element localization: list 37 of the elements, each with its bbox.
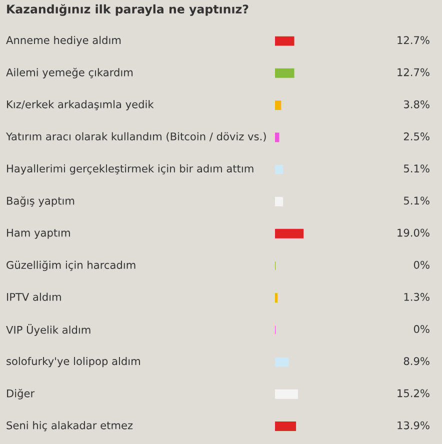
data-label: 2.5%: [404, 132, 430, 140]
bar: [275, 357, 289, 367]
data-label: 13.9%: [398, 421, 430, 430]
y-tick-label: Ham yaptım: [7, 228, 70, 239]
bar: [275, 228, 304, 238]
bar: [275, 196, 284, 206]
bar: [275, 422, 296, 431]
data-label: 0%: [414, 260, 430, 269]
text: Kazandığınız ilk parayla ne yaptınız?: [7, 4, 248, 16]
data-label: 3.8%: [404, 100, 430, 108]
data-label: 19.0%: [398, 228, 430, 237]
bar: [275, 68, 294, 78]
y-tick-label: Diğer: [7, 388, 35, 400]
data-label: 1.3%: [404, 292, 430, 301]
y-tick-label: Kız/erkek arkadaşımla yedik: [7, 100, 154, 110]
data-label: 5.1%: [404, 164, 430, 173]
bar: [275, 36, 294, 46]
bar: [275, 164, 284, 174]
data-label: 12.7%: [398, 36, 430, 44]
bar: [275, 100, 282, 110]
y-tick-label: Anneme hediye aldım: [6, 36, 121, 46]
bar: [275, 389, 298, 399]
data-label: 0%: [414, 325, 430, 334]
y-tick-label: Ailemi yemeğe çıkardım: [6, 68, 133, 78]
bar: [275, 132, 280, 142]
y-tick-label: Bağış yaptım: [7, 196, 74, 207]
data-label: 5.1%: [404, 196, 430, 205]
data-label: 12.7%: [398, 68, 430, 76]
y-tick-label: Seni hiç alakadar etmez: [6, 421, 133, 432]
y-tick-label: VIP Üyelik aldım: [6, 324, 90, 336]
y-tick-label: IPTV aldım: [7, 292, 61, 301]
data-label: 15.2%: [398, 389, 430, 398]
y-tick-label: Hayallerimi gerçekleştirmek için bir adım attım: [7, 164, 254, 175]
y-tick-label: Yatırım aracı olarak kullandım (Bitcoin / döviz vs.): [6, 132, 266, 142]
data-label: 8.9%: [404, 357, 430, 366]
y-tick-label: Güzelliğim için harcadım: [6, 260, 136, 271]
y-tick-label: solofurky'ye lolipop aldım: [6, 356, 140, 368]
